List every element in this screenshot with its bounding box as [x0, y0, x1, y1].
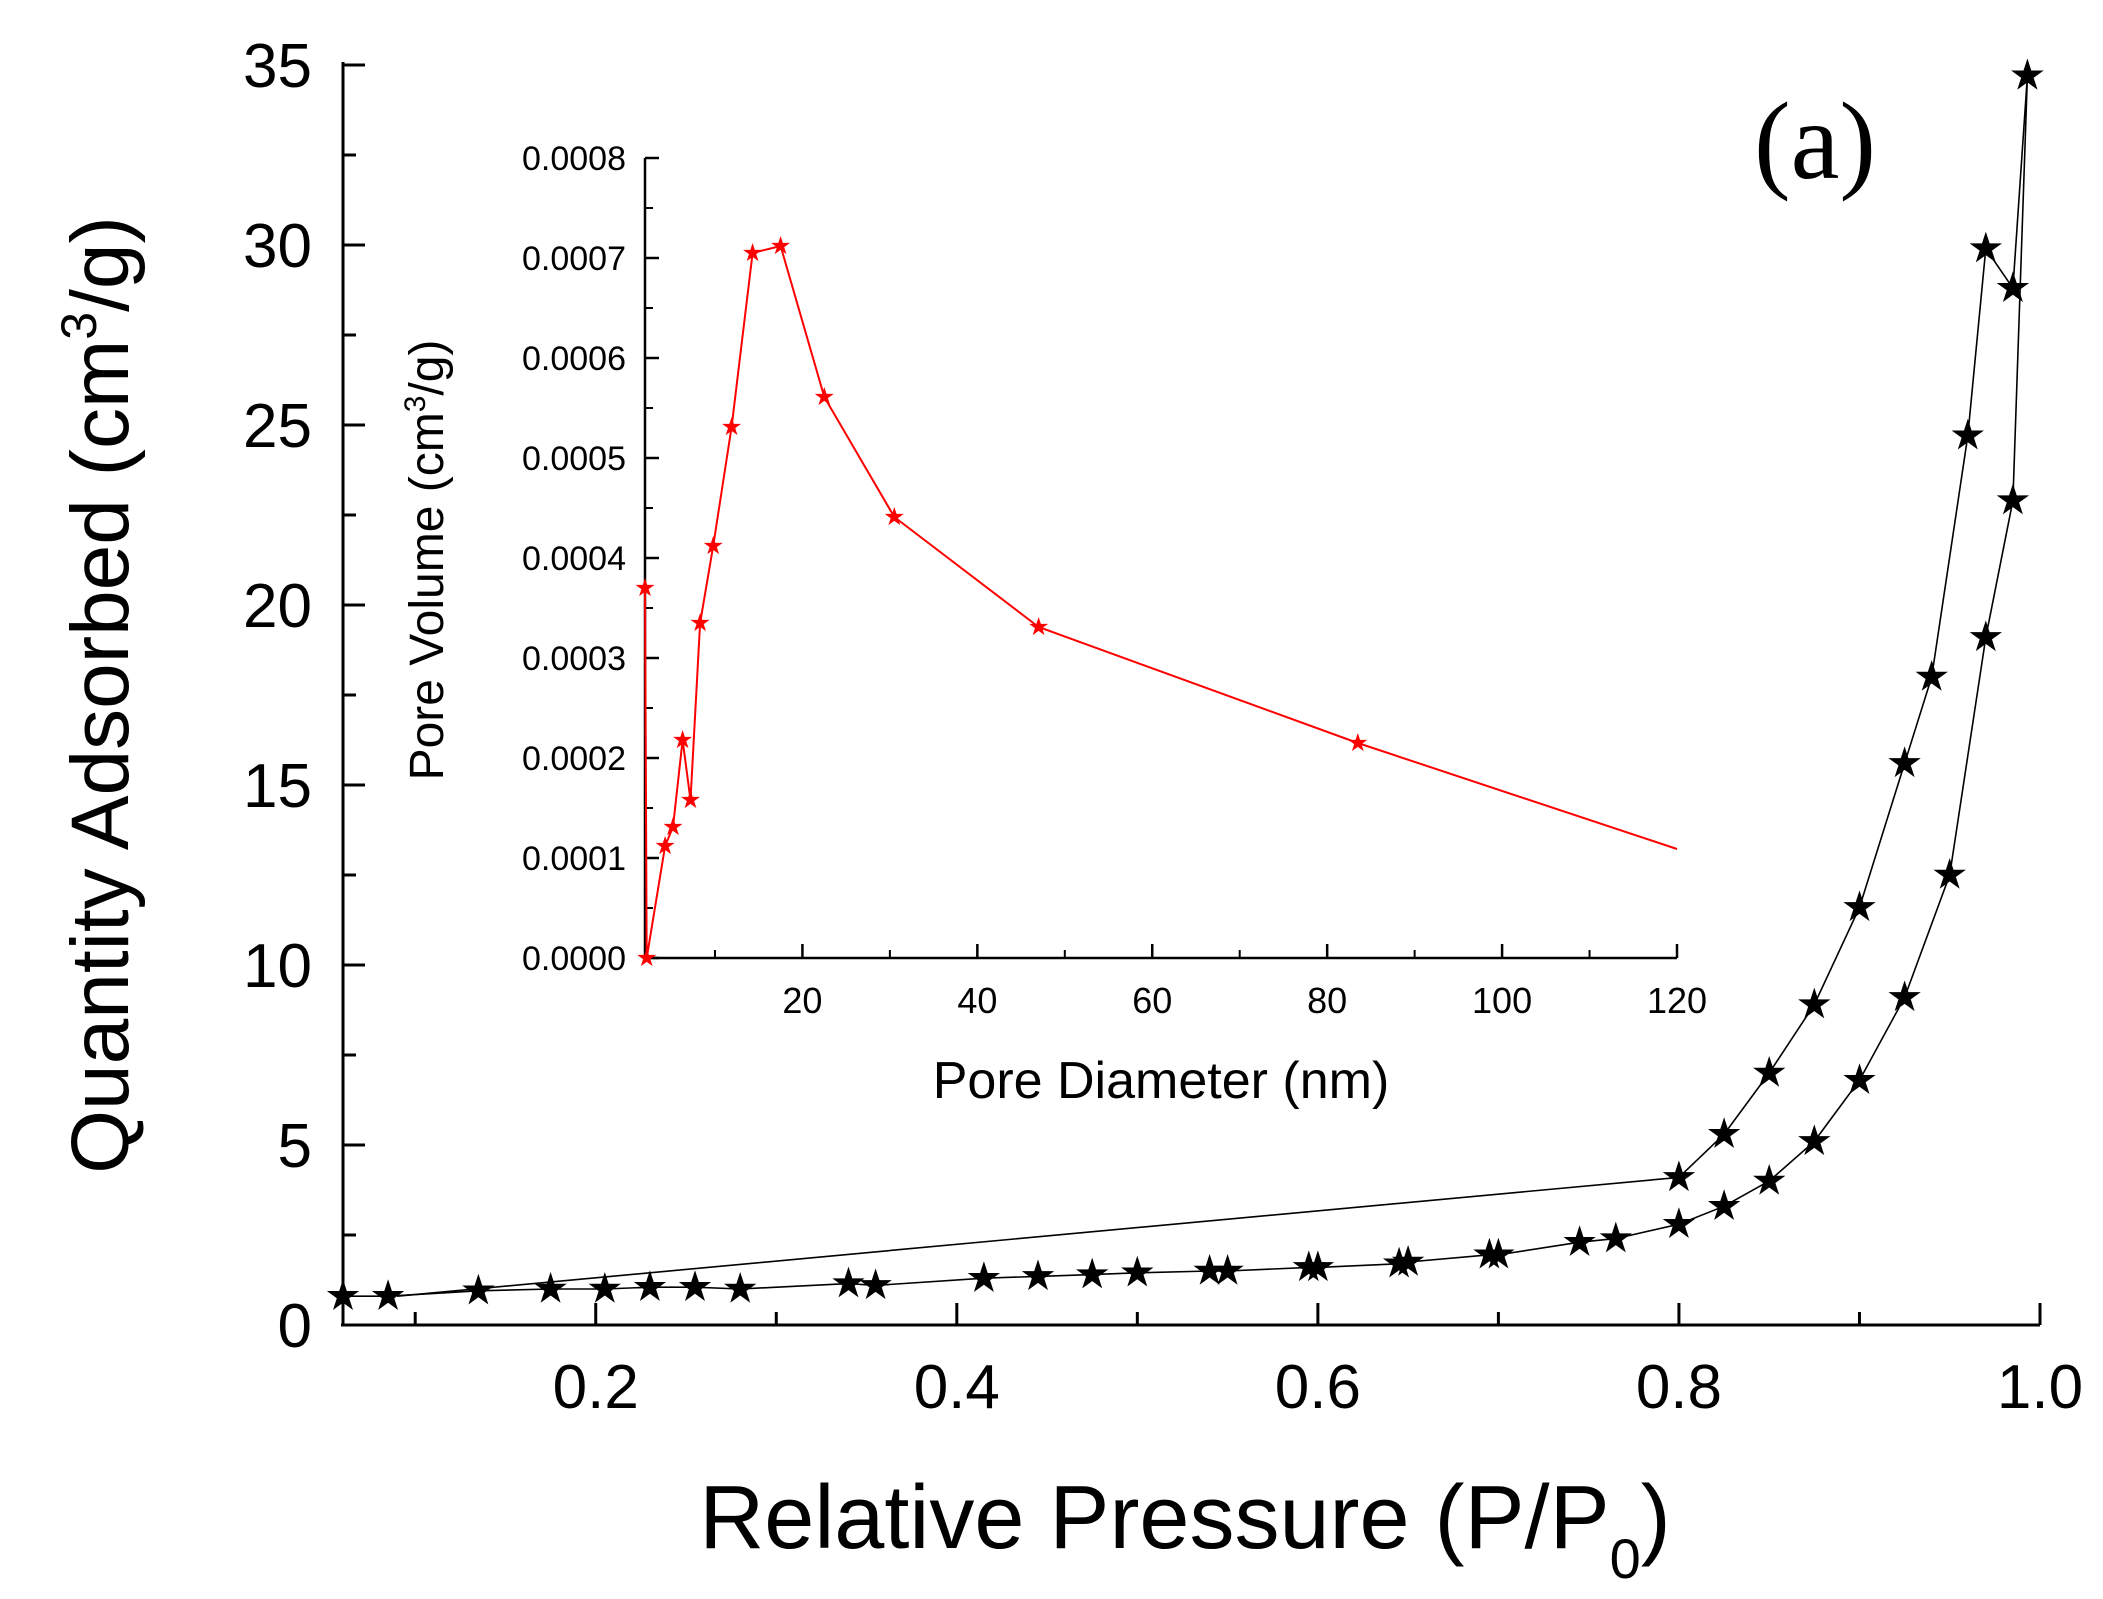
- desorption-point: [1951, 418, 1984, 450]
- y-axis-title-main: Quantity Adsorbed (cm: [55, 340, 146, 1174]
- adsorption-point: [633, 1270, 667, 1301]
- inset-y-tick-label: 0.0005: [522, 440, 626, 478]
- isotherm-ticks: 0.2 0.4 0.6 0.8 1.0 0 5 10 15 20 25 30 35: [243, 32, 2083, 1422]
- adsorption-point: [1996, 483, 2030, 515]
- y-tick-label: 25: [243, 392, 312, 461]
- x-axis-title: Relative Pressure (P/P0): [699, 1468, 1670, 1590]
- inset-x-axis-title: Pore Diameter (nm): [933, 1052, 1390, 1110]
- adsorption-point: [1021, 1259, 1055, 1291]
- inset-y-axis-title-close: /g): [401, 340, 454, 396]
- adsorption-point: [371, 1279, 405, 1310]
- y-axis-title-close: /g): [55, 216, 146, 312]
- desorption-point: [1662, 1160, 1696, 1192]
- inset-x-tick-label: 60: [1132, 980, 1172, 1021]
- inset-y-tick-label: 0.0004: [522, 540, 626, 578]
- y-axis-title-sup: 3: [51, 312, 107, 340]
- x-axis-title-close: ): [1641, 1468, 1671, 1568]
- inset-y-axis-title-main: Pore Volume (cm: [401, 412, 454, 780]
- pore-distribution-point: [680, 790, 701, 809]
- adsorption-point: [859, 1268, 892, 1300]
- desorption-point: [1915, 660, 1948, 691]
- adsorption-point: [1662, 1207, 1696, 1238]
- pore-distribution-point: [771, 236, 791, 255]
- y-axis-title: Quantity Adsorbed (cm3/g): [51, 216, 146, 1174]
- desorption-point: [1707, 1117, 1741, 1148]
- desorption-point: [1753, 1056, 1786, 1087]
- adsorption-point: [534, 1272, 567, 1303]
- adsorption-point: [678, 1270, 712, 1301]
- pore-size-inset: 20 40 60 80 100 120 0.0000 0.0001 0.0002 0.0003 0.…: [399, 140, 1707, 1110]
- desorption-point: [1843, 890, 1876, 922]
- x-tick-label: 0.4: [914, 1353, 1000, 1422]
- inset-y-tick-label: 0.0002: [522, 740, 626, 778]
- adsorption-point: [724, 1272, 757, 1303]
- inset-y-tick-label: 0.0003: [522, 640, 626, 678]
- adsorption-point: [1121, 1255, 1154, 1287]
- desorption-line: [1678, 75, 2029, 1178]
- adsorption-point: [1707, 1189, 1741, 1220]
- y-tick-label: 0: [278, 1292, 312, 1361]
- inset-x-tick-label: 20: [782, 980, 822, 1021]
- panel-label: (a): [1754, 80, 1876, 202]
- inset-x-tick-label: 40: [957, 980, 997, 1021]
- y-tick-label: 5: [278, 1112, 312, 1181]
- pore-distribution-point: [1348, 733, 1368, 752]
- adsorption-point: [1933, 858, 1966, 889]
- desorption-point: [1996, 271, 2030, 302]
- x-axis-title-main: Relative Pressure (P/P: [699, 1468, 1609, 1568]
- inset-x-tick-label: 120: [1647, 980, 1707, 1021]
- inset-series-layer: [635, 236, 1678, 967]
- adsorption-point: [1888, 980, 1921, 1012]
- inset-y-tick-label: 0.0000: [522, 940, 626, 978]
- isotherm-series-layer: [326, 58, 2044, 1310]
- x-axis-title-sub: 0: [1610, 1527, 1641, 1590]
- x-tick-label: 0.6: [1275, 1353, 1361, 1422]
- desorption-point: [1969, 231, 2002, 263]
- adsorption-point: [832, 1266, 865, 1298]
- desorption-point: [1798, 987, 1831, 1019]
- adsorption-point: [1843, 1063, 1876, 1094]
- pore-distribution-point: [814, 387, 834, 406]
- desorption-tail-line: [397, 1176, 1679, 1297]
- desorption-point: [1888, 746, 1921, 778]
- adsorption-point: [1076, 1257, 1109, 1289]
- inset-y-tick-label: 0.0007: [522, 240, 626, 278]
- inset-x-tick-label: 100: [1472, 980, 1532, 1021]
- inset-y-tick-label: 0.0001: [522, 840, 626, 878]
- pore-distribution-point: [663, 817, 683, 836]
- inset-y-tick-label: 0.0008: [522, 140, 626, 178]
- inset-y-axis-title: Pore Volume (cm3/g): [399, 340, 454, 781]
- inset-ticks: 20 40 60 80 100 120 0.0000 0.0001 0.0002 0.0003 0.…: [522, 140, 1707, 1021]
- y-tick-label: 10: [243, 932, 312, 1001]
- y-tick-label: 15: [243, 752, 312, 821]
- inset-y-tick-label: 0.0006: [522, 340, 626, 378]
- adsorption-point: [1969, 620, 2002, 652]
- adsorption-point: [1599, 1221, 1632, 1253]
- inset-y-axis-title-sup: 3: [399, 396, 432, 413]
- x-tick-label: 1.0: [1997, 1353, 2083, 1422]
- pore-distribution-point: [1029, 617, 1049, 636]
- inset-x-tick-label: 80: [1307, 980, 1347, 1021]
- y-tick-label: 30: [243, 212, 312, 281]
- y-tick-label: 35: [243, 32, 312, 101]
- y-tick-label: 20: [243, 572, 312, 641]
- adsorption-point: [967, 1261, 1001, 1292]
- x-tick-label: 0.2: [553, 1353, 639, 1422]
- adsorption-point: [1753, 1164, 1786, 1195]
- inset-axes: [643, 158, 1677, 960]
- x-tick-label: 0.8: [1636, 1353, 1722, 1422]
- pore-distribution-line: [644, 244, 1678, 959]
